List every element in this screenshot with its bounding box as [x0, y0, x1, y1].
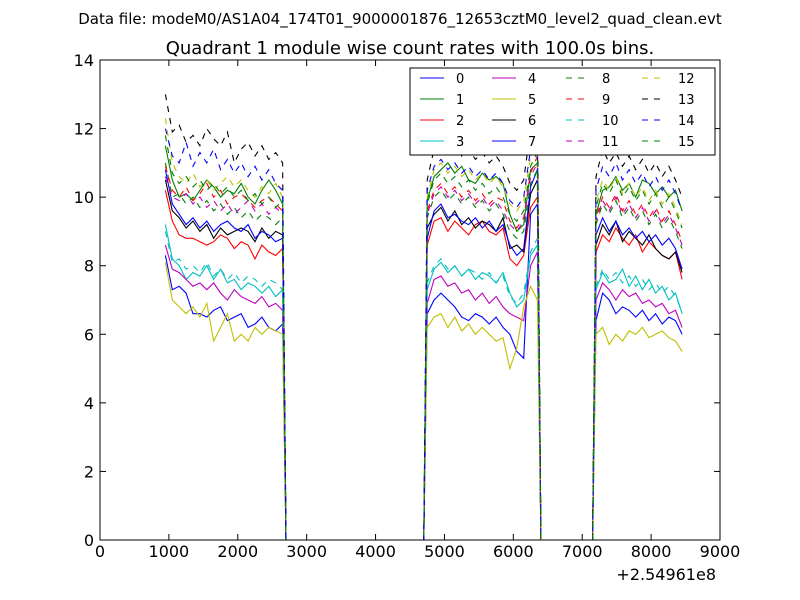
x-tick-label: 3000: [286, 542, 327, 561]
series-line-8: [164, 162, 683, 541]
y-tick-label: 4: [84, 394, 94, 413]
legend-label-9: 9: [602, 93, 610, 108]
x-tick-label: 4000: [355, 542, 396, 561]
series-line-0: [164, 202, 683, 541]
legend-label-13: 13: [678, 93, 695, 108]
x-tick-label: 0: [95, 542, 105, 561]
series-line-9: [164, 155, 683, 541]
legend-label-15: 15: [678, 135, 695, 150]
y-tick-label: 12: [74, 120, 94, 139]
series-line-15: [164, 135, 683, 541]
legend-label-6: 6: [528, 114, 536, 129]
legend-label-4: 4: [528, 72, 536, 87]
legend-label-5: 5: [528, 93, 536, 108]
x-tick-label: 9000: [700, 542, 741, 561]
x-tick-label: 8000: [631, 542, 672, 561]
series-line-14: [164, 128, 683, 541]
legend-label-0: 0: [456, 72, 464, 87]
series-line-11: [164, 162, 683, 541]
legend-label-1: 1: [456, 93, 464, 108]
y-tick-label: 2: [84, 462, 94, 481]
legend-label-14: 14: [678, 114, 695, 129]
legend-label-2: 2: [456, 114, 464, 129]
legend-label-10: 10: [602, 114, 619, 129]
legend-label-12: 12: [678, 72, 695, 87]
legend-label-8: 8: [602, 72, 610, 87]
axes-frame: [99, 59, 721, 541]
series-line-2: [164, 190, 683, 541]
x-offset-label: +2.54961e8: [616, 565, 716, 584]
legend-label-7: 7: [528, 135, 536, 150]
y-tick-label: 6: [84, 325, 94, 344]
y-tick-label: 14: [74, 51, 94, 70]
series-line-4: [164, 244, 683, 541]
legend-label-11: 11: [602, 135, 619, 150]
y-tick-label: 8: [84, 257, 94, 276]
chart-title: Quadrant 1 module wise count rates with …: [166, 38, 655, 59]
x-tick-label: 5000: [424, 542, 465, 561]
series-line-5: [164, 262, 683, 541]
figure-suptitle: Data file: modeM0/AS1A04_174T01_90000018…: [78, 10, 722, 29]
series-line-3: [164, 224, 683, 541]
x-tick-label: 7000: [562, 542, 603, 561]
series-line-6: [164, 179, 683, 541]
x-tick-label: 6000: [493, 542, 534, 561]
x-tick-label: 2000: [217, 542, 258, 561]
x-axis: 0 1000 2000 3000 4000 5000 6000 7000 8000 9000: [95, 60, 740, 561]
series-line-12: [164, 118, 683, 541]
series-line-7: [164, 169, 683, 541]
x-tick-label: 1000: [149, 542, 190, 561]
legend-box: [409, 67, 716, 156]
y-tick-label: 10: [74, 188, 94, 207]
legend-label-3: 3: [456, 135, 464, 150]
y-tick-label: 0: [84, 531, 94, 550]
